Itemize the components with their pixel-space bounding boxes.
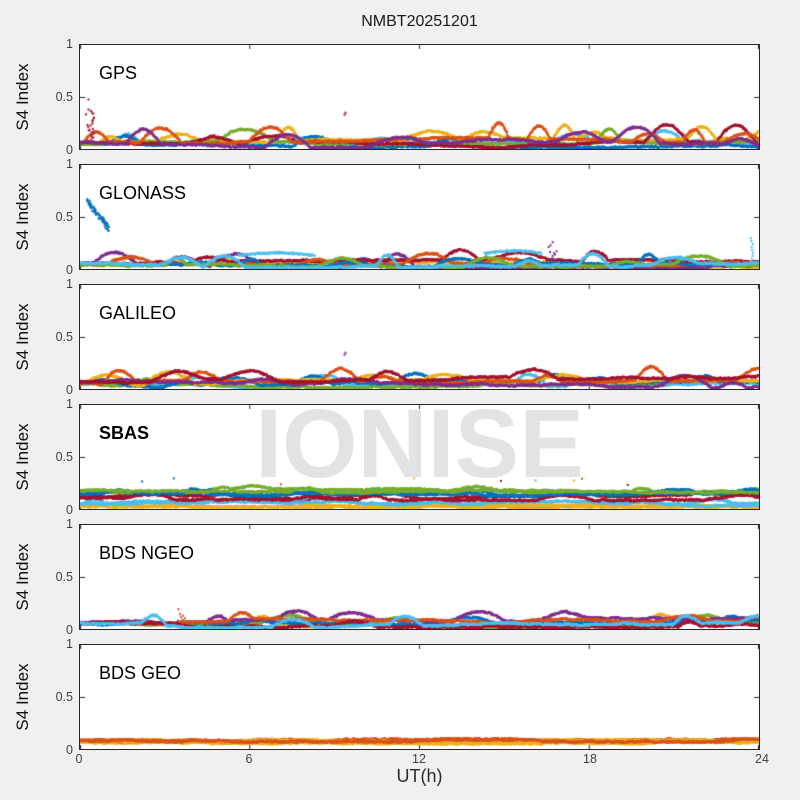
- subplot-glonass: GLONASS: [79, 164, 760, 270]
- constellation-label-gps: GPS: [99, 63, 138, 83]
- y-axis-label-galileo: S4 Index: [13, 303, 32, 371]
- y-tick-label: 1: [66, 37, 73, 51]
- y-tick-label: 0: [66, 383, 73, 397]
- y-tick-label: 0.5: [55, 570, 73, 584]
- y-tick-label: 0: [66, 623, 73, 637]
- subplot-gps: GPS: [79, 44, 760, 150]
- x-tick-label: 18: [583, 752, 597, 766]
- x-tick-label: 12: [412, 752, 426, 766]
- y-tick-label: 1: [66, 277, 73, 291]
- y-axis-label-glonass: S4 Index: [13, 183, 32, 251]
- x-tick-label: 24: [755, 752, 769, 766]
- y-axis-label-bdsgeo: S4 Index: [13, 663, 32, 731]
- y-tick-label: 0: [66, 143, 73, 157]
- sbas-scatter-canvas: [80, 405, 759, 509]
- y-axis-label-sbas: S4 Index: [13, 423, 32, 491]
- subplot-bds-geo: BDS GEO: [79, 644, 760, 750]
- y-tick-label: 0.5: [55, 90, 73, 104]
- y-tick-label: 0.5: [55, 450, 73, 464]
- x-tick-label: 0: [75, 752, 83, 766]
- constellation-label-bds-ngeo: BDS NGEO: [99, 543, 195, 563]
- bds-ngeo-scatter-canvas: [80, 525, 759, 629]
- y-axis-label-bdsngeo: S4 Index: [13, 543, 32, 611]
- y-tick-label: 0.5: [55, 690, 73, 704]
- constellation-label-bds-geo: BDS GEO: [99, 663, 182, 683]
- y-tick-label: 1: [66, 517, 73, 531]
- y-tick-label: 0.5: [55, 330, 73, 344]
- galileo-scatter-canvas: [80, 285, 759, 389]
- bds-geo-scatter-canvas: [80, 645, 759, 749]
- y-tick-label: 0.5: [55, 210, 73, 224]
- y-tick-label: 1: [66, 397, 73, 411]
- y-tick-label: 0: [66, 743, 73, 757]
- gps-scatter-canvas: [80, 45, 759, 149]
- subplot-sbas: IONISE SBAS: [79, 395, 760, 510]
- y-tick-label: 0: [66, 503, 73, 517]
- x-tick-label: 6: [245, 752, 253, 766]
- glonass-scatter-canvas: [80, 165, 759, 269]
- figure-title: NMBT20251201: [361, 13, 478, 30]
- y-tick-label: 1: [66, 157, 73, 171]
- constellation-label-glonass: GLONASS: [99, 183, 187, 203]
- subplot-galileo: GALILEO: [79, 284, 760, 390]
- y-tick-label: 0: [66, 263, 73, 277]
- subplot-bds-ngeo: BDS NGEO: [79, 524, 760, 630]
- constellation-label-sbas: SBAS: [99, 423, 150, 443]
- x-axis-label: UT(h): [396, 766, 443, 786]
- y-axis-label-gps: S4 Index: [13, 63, 32, 131]
- y-tick-label: 1: [66, 637, 73, 651]
- constellation-label-galileo: GALILEO: [99, 303, 177, 323]
